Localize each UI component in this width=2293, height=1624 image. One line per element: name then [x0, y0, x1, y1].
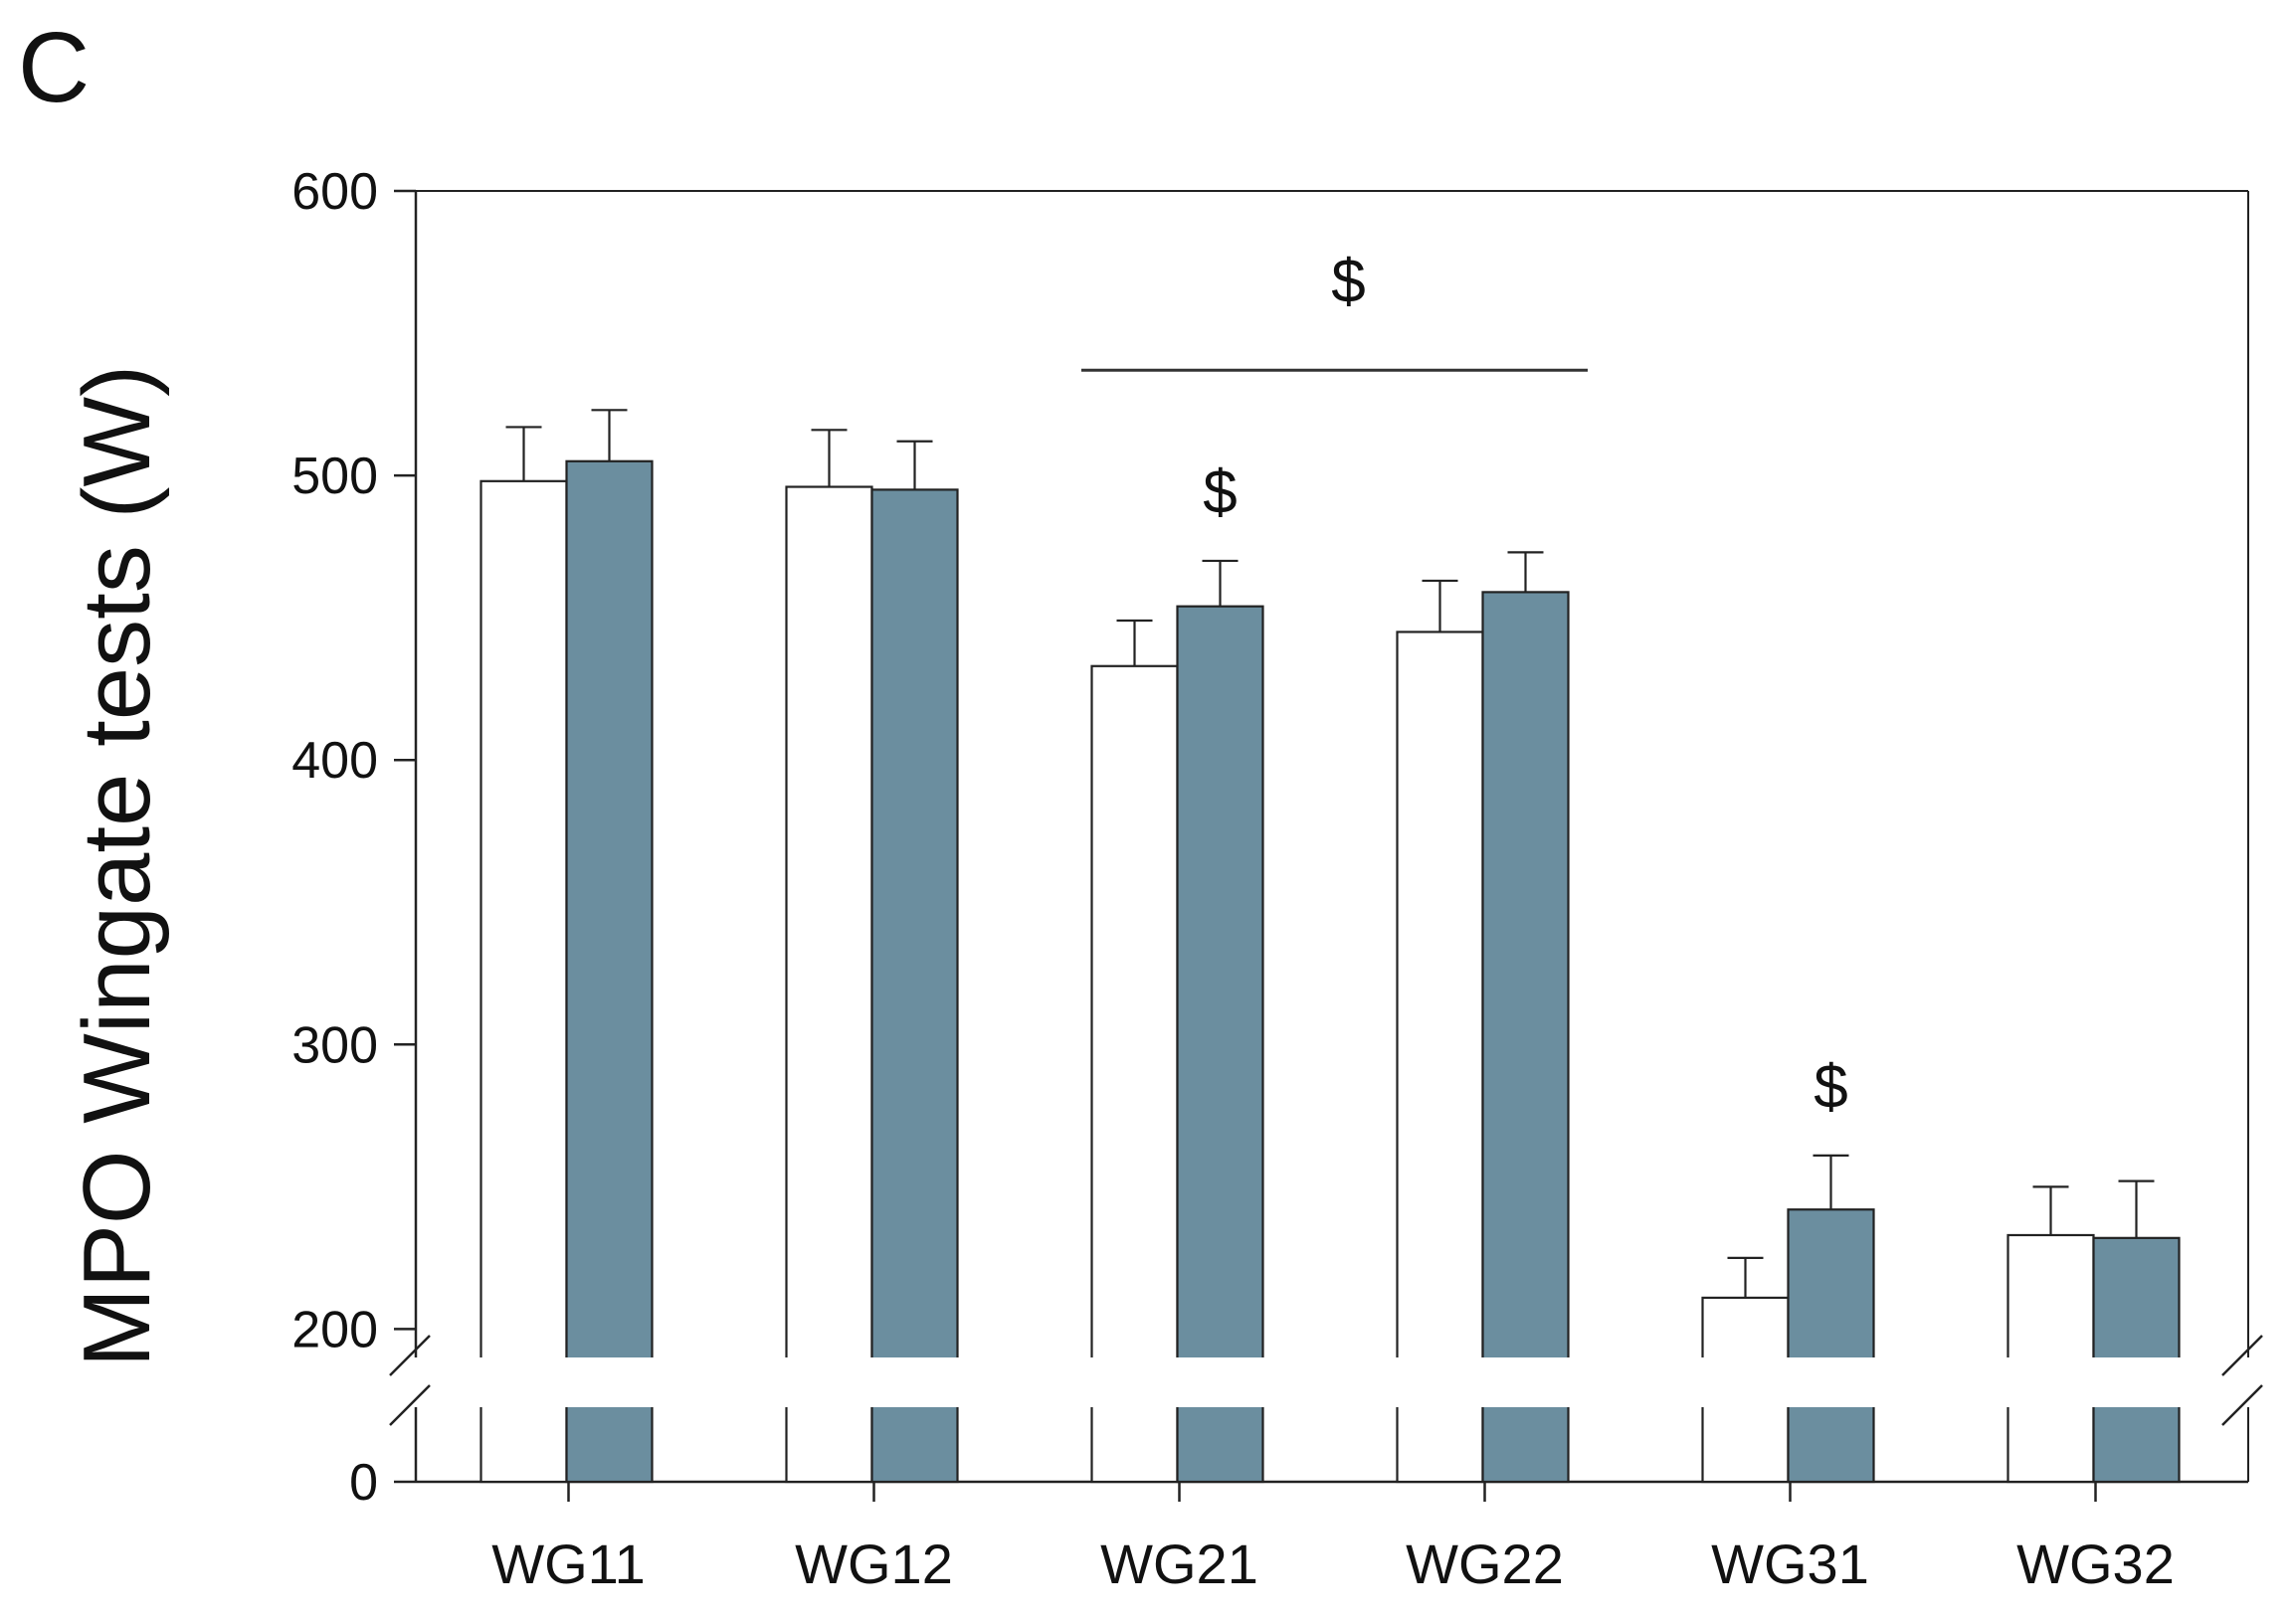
bar — [1176, 605, 1264, 1484]
y-tick-label: 0 — [349, 1454, 378, 1512]
axis-break-mark — [2221, 1335, 2263, 1376]
significance-marker: $ — [1331, 248, 1365, 316]
y-tick-label: 500 — [291, 448, 378, 505]
significance-marker: $ — [1203, 458, 1237, 527]
bar — [565, 459, 654, 1484]
y-axis-label: MPO Wingate tests (W) — [64, 365, 170, 1367]
x-tick-label: WG22 — [1406, 1533, 1564, 1595]
y-tick-label: 600 — [291, 163, 378, 221]
plot-area: 200 300 400 500 600 0 WG11 WG12 WG21 WG22 WG31 WG32… — [64, 163, 2278, 1595]
bar — [785, 485, 873, 1484]
x-tick-label: WG12 — [795, 1533, 953, 1595]
axis-break-gap — [386, 1357, 2278, 1407]
bar — [870, 488, 959, 1484]
panel-label: C — [18, 12, 91, 123]
x-tick-label: WG31 — [1711, 1533, 1869, 1595]
bar — [1481, 591, 1570, 1484]
axis-break-mark — [389, 1335, 431, 1376]
y-tick-label: 400 — [291, 732, 378, 790]
bar — [479, 479, 568, 1484]
x-tick-label: WG21 — [1100, 1533, 1258, 1595]
x-tick-label: WG32 — [2016, 1533, 2175, 1595]
bar — [1396, 631, 1484, 1484]
x-tick-label: WG11 — [491, 1533, 646, 1595]
axis-break-mark — [2221, 1384, 2263, 1426]
significance-marker: $ — [1814, 1053, 1847, 1122]
y-tick-label: 200 — [291, 1301, 378, 1358]
axis-break-mark — [389, 1384, 431, 1426]
bar — [1787, 1208, 1875, 1484]
y-tick-label: 300 — [291, 1016, 378, 1074]
bar — [1090, 664, 1179, 1484]
